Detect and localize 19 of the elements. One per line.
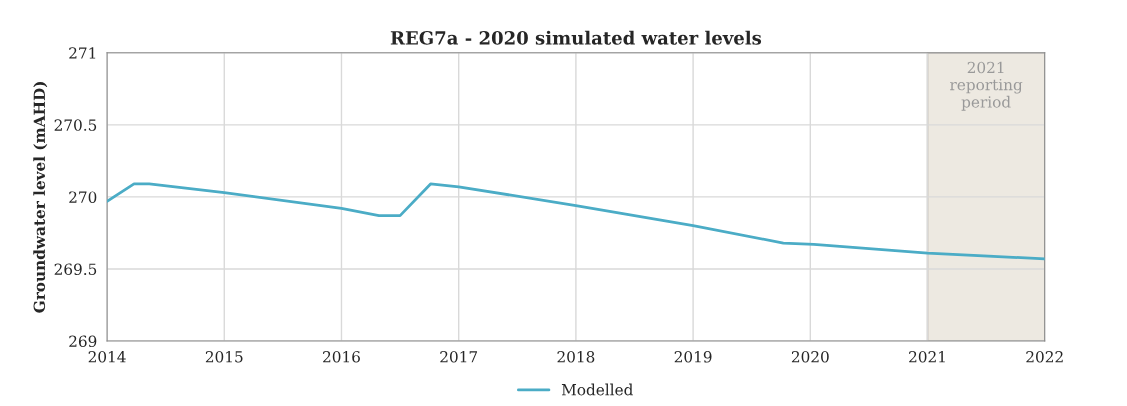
x-tick-label: 2015 xyxy=(205,351,243,363)
legend-label: Modelled xyxy=(561,383,633,396)
chart-title: REG7a - 2020 simulated water levels xyxy=(390,30,762,45)
x-tick-label: 2022 xyxy=(1026,351,1063,363)
line-series xyxy=(107,182,1045,261)
y-tick-label: 269.5 xyxy=(54,263,97,275)
x-tick-label: 2014 xyxy=(88,351,126,363)
x-tick-label: 2021 xyxy=(909,351,945,363)
y-tick-label: 271 xyxy=(69,47,96,59)
band-label: 2021 reporting period xyxy=(950,61,1023,111)
x-tick-label: 2018 xyxy=(557,351,595,363)
x-tick-label: 2019 xyxy=(674,351,712,363)
y-tick-label: 269 xyxy=(69,335,97,348)
x-tick-label: 2017 xyxy=(440,351,478,363)
x-tick-label: 2020 xyxy=(791,351,829,363)
y-tick-label: 270 xyxy=(69,191,97,203)
x-tick-label: 2016 xyxy=(323,351,360,363)
y-axis-title: Groundwater level (mAHD) xyxy=(33,81,48,313)
y-tick-label: 270.5 xyxy=(54,119,97,131)
